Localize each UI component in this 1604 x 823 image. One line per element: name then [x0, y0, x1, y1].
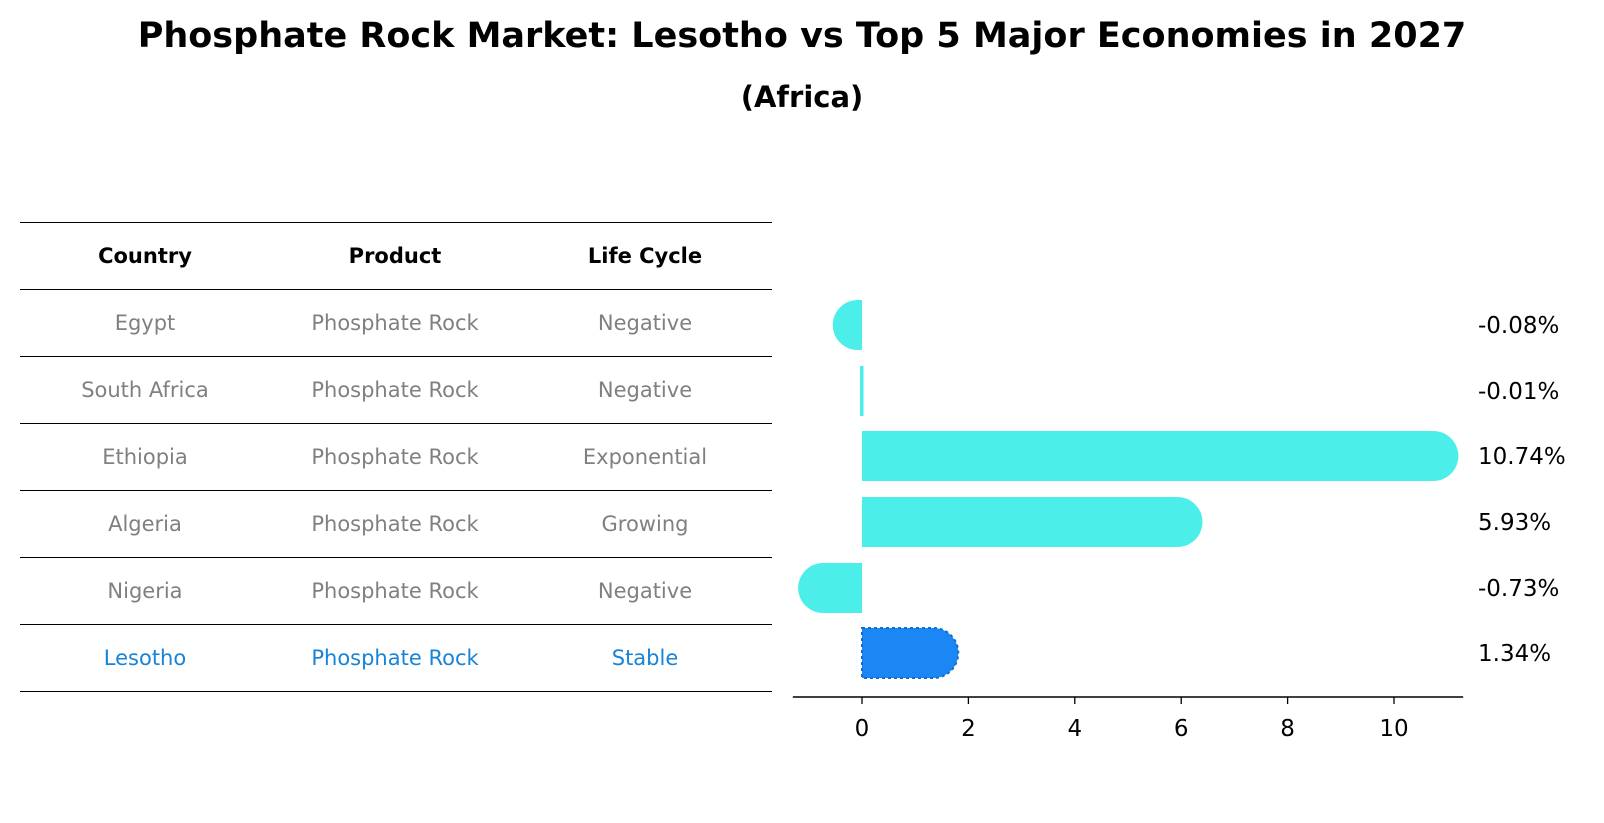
table-cell-country: South Africa: [81, 377, 209, 402]
x-tick-label: 8: [1280, 716, 1295, 742]
x-tick-label: 6: [1174, 716, 1189, 742]
bar: [798, 563, 862, 613]
chart-subtitle: (Africa): [740, 80, 864, 114]
table-cell-country: Lesotho: [103, 645, 187, 670]
table-cell-product: Phosphate Rock: [311, 444, 479, 469]
table-cell-country: Ethiopia: [102, 444, 188, 469]
table-header-cell: Life Cycle: [587, 243, 703, 268]
table-cell-product: Phosphate Rock: [311, 310, 479, 335]
data-label: -0.01%: [1478, 379, 1559, 405]
data-label: 10.74%: [1478, 444, 1566, 470]
table-cell-country: Nigeria: [107, 578, 183, 603]
bar: [859, 366, 864, 416]
table-cell-product: Phosphate Rock: [311, 511, 479, 536]
table-cell-life-cycle: Negative: [597, 310, 693, 335]
table-rule: [20, 356, 772, 357]
x-tick-label: 0: [855, 716, 870, 742]
table-cell-country: Egypt: [114, 310, 176, 335]
chart-title: Phosphate Rock Market: Lesotho vs Top 5 …: [137, 16, 1467, 56]
bar: [862, 431, 1459, 481]
table-cell-life-cycle: Growing: [601, 511, 689, 536]
table-cell-life-cycle: Negative: [597, 578, 693, 603]
table-cell-life-cycle: Stable: [611, 645, 679, 670]
x-tick-label: 10: [1379, 716, 1408, 742]
data-label: -0.08%: [1478, 313, 1559, 339]
table-cell-country: Algeria: [108, 511, 182, 536]
x-tick-label: 4: [1067, 716, 1082, 742]
data-label: 5.93%: [1478, 510, 1551, 536]
table-cell-product: Phosphate Rock: [311, 645, 479, 670]
table-rule: [20, 222, 772, 223]
data-label: -0.73%: [1478, 576, 1559, 602]
table-rule: [20, 557, 772, 558]
table-cell-product: Phosphate Rock: [311, 578, 479, 603]
table-rule: [20, 624, 772, 625]
table-cell-life-cycle: Exponential: [582, 444, 708, 469]
bar: [861, 627, 960, 679]
table-rule: [20, 691, 772, 692]
bar: [832, 300, 862, 350]
table-rule: [20, 423, 772, 424]
table-cell-life-cycle: Negative: [597, 377, 693, 402]
table-cell-product: Phosphate Rock: [311, 377, 479, 402]
bar: [862, 497, 1203, 547]
table-rule: [20, 289, 772, 290]
table-rule: [20, 490, 772, 491]
table-header-cell: Product: [348, 243, 442, 268]
table-header-cell: Country: [98, 243, 192, 268]
data-label: 1.34%: [1478, 641, 1551, 667]
x-tick-label: 2: [961, 716, 976, 742]
